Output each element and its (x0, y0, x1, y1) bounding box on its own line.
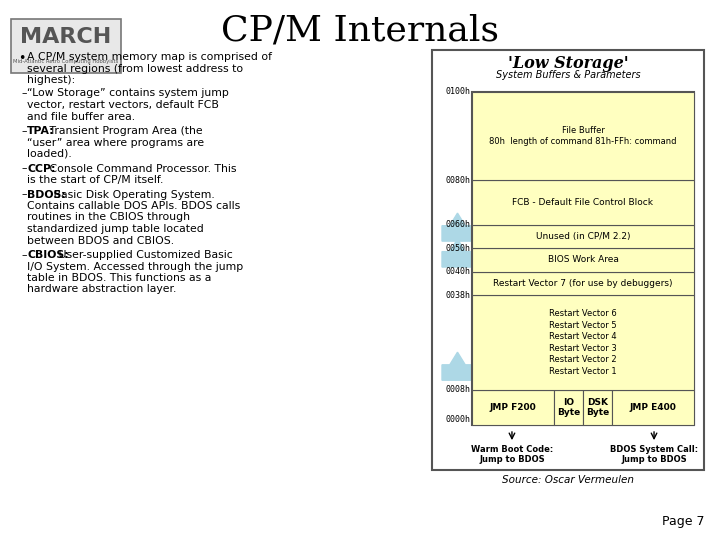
Text: loaded).: loaded). (27, 149, 72, 159)
Text: •: • (18, 52, 25, 65)
Bar (472, 180, 694, 225)
Text: MARCH: MARCH (20, 26, 112, 46)
Text: 'Low Storage': 'Low Storage' (508, 55, 629, 72)
Text: A CP/M system memory map is comprised of: A CP/M system memory map is comprised of (27, 52, 272, 62)
Text: JMP F200: JMP F200 (490, 403, 536, 412)
Text: –: – (21, 164, 27, 173)
Text: Page 7: Page 7 (662, 515, 705, 528)
Text: TPA:: TPA: (27, 126, 55, 136)
Text: I/O System. Accessed through the jump: I/O System. Accessed through the jump (27, 261, 243, 272)
Polygon shape (442, 239, 473, 267)
Text: 0080h: 0080h (445, 176, 470, 185)
Bar (472, 225, 694, 248)
Text: CP/M Internals: CP/M Internals (221, 13, 499, 47)
Text: Mid-Atlantic Retro Computing Hobbyists: Mid-Atlantic Retro Computing Hobbyists (13, 59, 119, 64)
Text: routines in the CBIOS through: routines in the CBIOS through (27, 213, 190, 222)
Text: 0100h: 0100h (445, 87, 470, 97)
Bar (554, 390, 583, 425)
Text: between BDOS and CBIOS.: between BDOS and CBIOS. (27, 235, 174, 246)
Text: hardware abstraction layer.: hardware abstraction layer. (27, 285, 176, 294)
Text: IO
Byte: IO Byte (557, 397, 580, 417)
Polygon shape (442, 213, 473, 241)
Bar (472, 92, 694, 425)
Bar (472, 272, 694, 295)
Text: CBIOS:: CBIOS: (27, 250, 68, 260)
Text: FCB - Default File Control Block: FCB - Default File Control Block (513, 198, 654, 207)
Text: File Buffer
80h  length of command 81h-FFh: command: File Buffer 80h length of command 81h-FF… (490, 126, 677, 146)
Text: “Low Storage” contains system jump: “Low Storage” contains system jump (27, 89, 229, 98)
Text: Warm Boot Code:
Jump to BDOS: Warm Boot Code: Jump to BDOS (471, 445, 553, 464)
Text: 0040h: 0040h (445, 267, 470, 276)
Text: and file buffer area.: and file buffer area. (27, 111, 135, 122)
Text: –: – (21, 250, 27, 260)
Text: Basic Disk Operating System.: Basic Disk Operating System. (50, 190, 215, 199)
Text: BIOS Work Area: BIOS Work Area (548, 255, 618, 265)
Text: –: – (21, 190, 27, 199)
Text: Restart Vector 6
Restart Vector 5
Restart Vector 4
Restart Vector 3
Restart Vect: Restart Vector 6 Restart Vector 5 Restar… (549, 309, 617, 376)
Text: BDOS System Call:
Jump to BDOS: BDOS System Call: Jump to BDOS (610, 445, 698, 464)
Text: Source: Oscar Vermeulen: Source: Oscar Vermeulen (502, 475, 634, 485)
Text: BDOS:: BDOS: (27, 190, 66, 199)
Text: Contains callable DOS APIs. BDOS calls: Contains callable DOS APIs. BDOS calls (27, 201, 240, 211)
Text: System Buffers & Parameters: System Buffers & Parameters (495, 70, 640, 80)
Bar (472, 248, 694, 272)
FancyBboxPatch shape (11, 19, 121, 73)
Text: “user” area where programs are: “user” area where programs are (27, 138, 204, 147)
Bar (472, 390, 554, 425)
Text: 0000h: 0000h (445, 415, 470, 424)
Text: highest):: highest): (27, 75, 76, 85)
Bar (612, 390, 694, 425)
Bar (432, 50, 704, 470)
Text: is the start of CP/M itself.: is the start of CP/M itself. (27, 175, 163, 185)
Text: 0060h: 0060h (445, 220, 470, 229)
Bar (583, 390, 612, 425)
Text: several regions (from lowest address to: several regions (from lowest address to (27, 64, 243, 73)
Text: 0038h: 0038h (445, 291, 470, 300)
Text: User-supplied Customized Basic: User-supplied Customized Basic (55, 250, 233, 260)
Text: –: – (21, 126, 27, 136)
Text: Transient Program Area (the: Transient Program Area (the (46, 126, 202, 136)
Text: CCP:: CCP: (27, 164, 55, 173)
Text: –: – (21, 89, 27, 98)
Bar (472, 295, 694, 390)
Text: table in BDOS. This functions as a: table in BDOS. This functions as a (27, 273, 212, 283)
Text: 0050h: 0050h (445, 244, 470, 253)
Polygon shape (442, 352, 473, 380)
Bar (472, 92, 694, 180)
Text: DSK
Byte: DSK Byte (586, 397, 609, 417)
Text: Restart Vector 7 (for use by debuggers): Restart Vector 7 (for use by debuggers) (493, 279, 672, 288)
Text: Unused (in CP/M 2.2): Unused (in CP/M 2.2) (536, 232, 630, 241)
Text: 0008h: 0008h (445, 385, 470, 394)
Text: standardized jump table located: standardized jump table located (27, 224, 204, 234)
Text: Console Command Processor. This: Console Command Processor. This (46, 164, 236, 173)
Text: vector, restart vectors, default FCB: vector, restart vectors, default FCB (27, 100, 219, 110)
Text: JMP E400: JMP E400 (629, 403, 676, 412)
